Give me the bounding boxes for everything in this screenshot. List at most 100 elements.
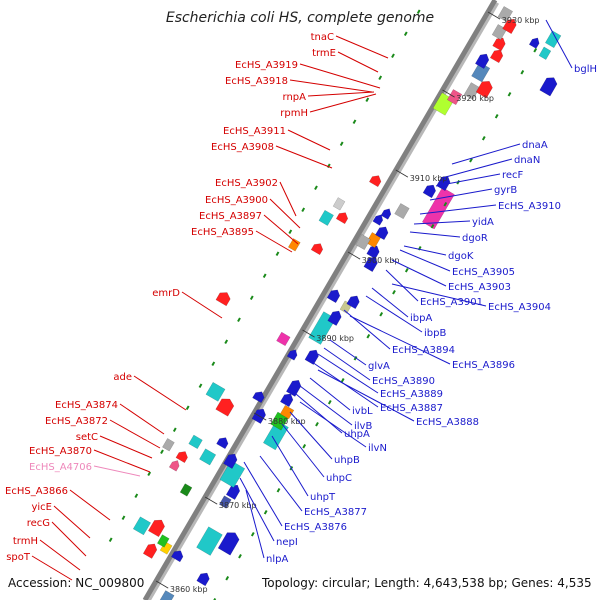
- left-leader-line: [93, 465, 141, 477]
- dash-mark: [366, 334, 371, 339]
- scale-tick: [487, 11, 501, 20]
- gene-feature: [215, 292, 231, 307]
- gene-feature: [196, 572, 210, 587]
- gene-feature: [188, 434, 203, 450]
- right-labels: bglH dnaA dnaN recF gyrB EcHS_A3910 yidA dgoR dg…: [239, 19, 597, 565]
- gene-feature: [199, 448, 217, 466]
- left-gene-label: EcHS_A3866: [5, 486, 68, 497]
- gene-features: [132, 6, 562, 600]
- right-leader-line: [385, 269, 419, 302]
- left-gene-label: EcHS_A3897: [199, 211, 262, 222]
- right-gene-label: uhpC: [326, 473, 352, 484]
- left-leader-line: [119, 403, 165, 435]
- right-gene-label: dgoK: [448, 251, 474, 262]
- right-gene-label: EcHS_A3889: [380, 389, 443, 400]
- gene-feature: [223, 453, 238, 469]
- left-leader-line: [269, 198, 301, 229]
- right-leader-line: [409, 231, 461, 238]
- right-leader-line: [403, 245, 447, 256]
- right-gene-label: EcHS_A3903: [448, 282, 511, 293]
- left-gene-label: EcHS_A3900: [205, 195, 268, 206]
- right-leader-line: [419, 204, 497, 215]
- map-title: Escherichia coli HS, complete genome: [165, 10, 435, 26]
- gene-feature: [497, 6, 514, 23]
- left-gene-label: rnpA: [283, 92, 307, 103]
- right-leader-line: [429, 188, 493, 201]
- right-gene-label: glvA: [368, 361, 390, 372]
- gene-feature: [279, 404, 295, 420]
- right-gene-label: uhpA: [344, 429, 370, 440]
- right-gene-label: ivbL: [352, 406, 373, 417]
- gene-feature: [489, 49, 504, 64]
- scale-tick-label: 3880 kbp: [268, 417, 306, 426]
- gene-feature: [205, 381, 226, 402]
- scale-tick: [302, 329, 315, 338]
- right-leader-line: [245, 489, 265, 559]
- scale-tick-label: 3900 kbp: [362, 256, 400, 265]
- dash-mark: [378, 75, 383, 80]
- gene-feature: [366, 245, 380, 260]
- dash-mark: [416, 9, 421, 14]
- right-leader-line: [309, 377, 351, 411]
- left-leader-line: [263, 214, 299, 245]
- right-leader-line: [399, 249, 451, 272]
- right-leader-line: [391, 259, 447, 287]
- dash-mark: [520, 70, 525, 75]
- left-gene-label: recG: [27, 518, 50, 529]
- dash-mark: [392, 290, 396, 295]
- left-leader-line: [181, 291, 223, 319]
- gene-feature: [372, 214, 384, 226]
- dash-mark: [263, 510, 268, 515]
- left-gene-label: yicE: [31, 502, 52, 513]
- gene-feature: [538, 46, 552, 60]
- right-gene-label: uhpT: [310, 492, 336, 503]
- right-leader-line: [295, 393, 343, 434]
- left-leader-line: [255, 230, 293, 253]
- left-leader-line: [51, 521, 87, 557]
- dash-mark: [469, 158, 473, 163]
- left-gene-label: EcHS_A3872: [45, 416, 108, 427]
- right-leader-line: [365, 295, 423, 333]
- gene-feature: [327, 310, 342, 326]
- scale-tick: [347, 251, 361, 260]
- gene-feature: [492, 37, 506, 52]
- left-gene-label: tnaC: [311, 32, 334, 43]
- gene-feature: [142, 543, 158, 559]
- gene-feature: [380, 208, 392, 220]
- gene-feature: [318, 209, 334, 226]
- right-leader-line: [243, 461, 283, 527]
- left-gene-label: rpmH: [280, 108, 308, 119]
- right-leader-line: [239, 477, 275, 542]
- left-gene-label: setC: [76, 432, 98, 443]
- right-leader-line: [317, 369, 415, 422]
- genome-backbone: [142, 0, 498, 600]
- scale-tick: [442, 89, 455, 98]
- dash-mark: [225, 576, 230, 581]
- right-leader-line: [451, 143, 521, 165]
- dash-mark: [288, 229, 293, 234]
- left-leader-line: [279, 181, 297, 217]
- right-leader-line: [413, 220, 471, 225]
- gene-feature: [502, 18, 517, 35]
- left-gene-label: spoT: [6, 552, 31, 563]
- right-gene-label: EcHS_A3905: [452, 267, 515, 278]
- gene-feature: [252, 391, 265, 404]
- dash-mark: [391, 53, 395, 58]
- left-gene-label: ade: [113, 372, 132, 383]
- gene-feature: [279, 393, 294, 408]
- scale-tick-label: 3890 kbp: [316, 334, 354, 343]
- gene-feature: [544, 30, 562, 49]
- gene-feature: [179, 483, 193, 497]
- left-leader-line: [289, 79, 373, 93]
- gene-feature: [355, 233, 371, 251]
- right-gene-label: EcHS_A3896: [452, 360, 515, 371]
- gene-feature: [422, 184, 436, 199]
- dash-mark: [507, 92, 512, 97]
- left-leader-line: [39, 539, 81, 571]
- dash-mark: [494, 114, 499, 119]
- left-leader-line: [93, 449, 151, 473]
- gene-feature: [363, 256, 378, 273]
- dash-mark: [533, 48, 538, 53]
- gene-feature: [175, 451, 188, 464]
